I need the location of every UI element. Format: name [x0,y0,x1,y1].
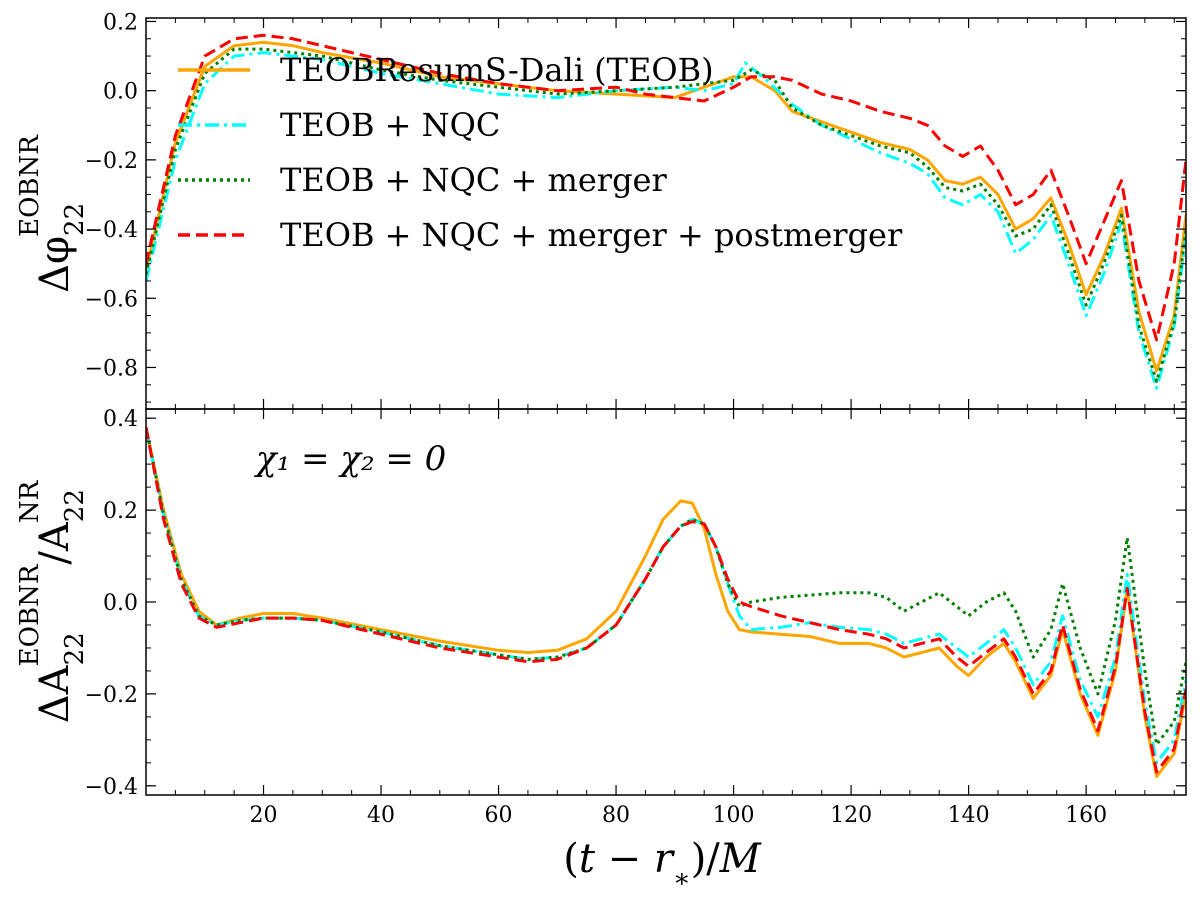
xtick-label: 120 [830,803,872,828]
axis-ticks [146,18,1186,795]
legend-label-1: TEOBResumS-Dali (TEOB) [280,51,714,89]
legend-label-2: TEOB + NQC [280,106,500,144]
top-ytick-label: 0.0 [103,80,138,105]
bottom-series-1-line [146,427,1186,779]
top-y-tick-labels: 0.2 0.0 −0.2 −0.4 −0.6 −0.8 [85,10,138,381]
bottom-y-axis-title: ΔA22EOBNR/A22NR [15,479,90,723]
bottom-panel-series [146,427,1186,779]
legend-label-3: TEOB + NQC + merger [280,161,667,199]
bottom-y-tick-labels: 0.4 0.2 0.0 −0.2 −0.4 [85,407,138,800]
top-series-4-line [146,33,1186,342]
xtick-label: 100 [713,803,755,828]
bottom-ytick-label: 0.2 [103,499,138,524]
legend: TEOBResumS-Dali (TEOB) TEOB + NQC TEOB + N… [178,51,903,254]
legend-label-4: TEOB + NQC + merger + postmerger [280,216,903,254]
xtick-label: 140 [948,803,990,828]
x-tick-labels: 20 40 60 80 100 120 140 160 [250,803,1108,828]
bottom-ytick-label: 0.0 [103,591,138,616]
spin-annotation: χ₁ = χ₂ = 0 [254,439,446,479]
xtick-label: 20 [250,803,278,828]
top-series-1-line [146,40,1186,373]
x-axis-title: (t − r∗)/M [563,836,762,894]
bottom-ytick-label: 0.4 [103,407,138,432]
top-y-axis-title: Δφ22EOBNR [15,134,90,293]
top-ytick-label: −0.4 [85,218,138,243]
top-ytick-label: −0.2 [85,149,138,174]
top-series-2-line [146,51,1186,390]
top-ytick-label: −0.6 [85,287,138,312]
xtick-label: 40 [367,803,395,828]
top-ytick-label: 0.2 [103,10,138,35]
xtick-label: 60 [485,803,513,828]
xtick-label: 80 [602,803,630,828]
top-panel-series [146,33,1186,390]
bottom-ytick-label: −0.2 [85,683,138,708]
bottom-ytick-label: −0.4 [85,775,138,800]
bottom-series-2-line [146,427,1186,765]
bottom-series-4-line [146,427,1186,774]
top-ytick-label: −0.8 [85,356,138,381]
xtick-label: 160 [1065,803,1107,828]
